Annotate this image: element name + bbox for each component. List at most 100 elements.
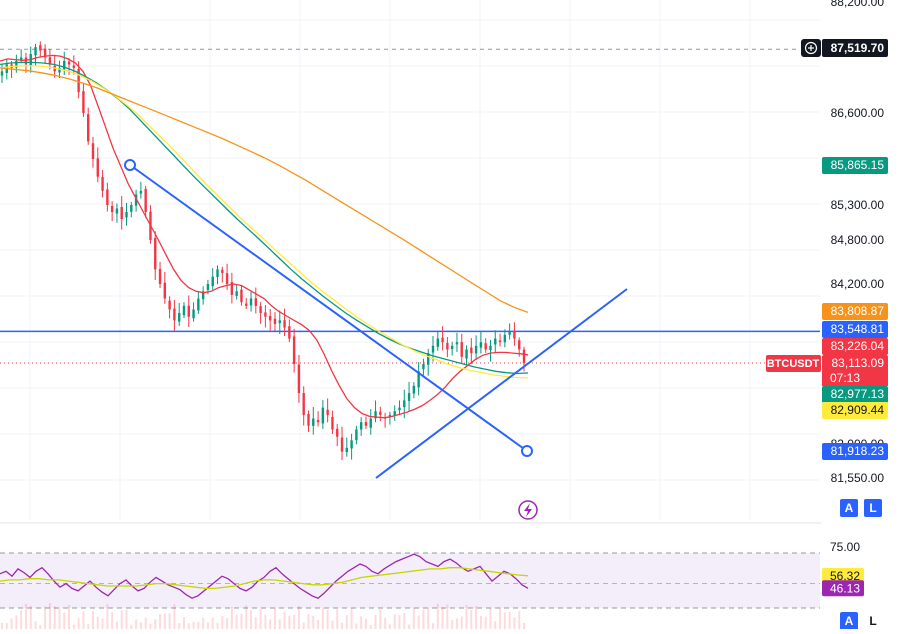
candle xyxy=(115,203,119,223)
moving-average-line-3 xyxy=(0,65,529,379)
auto-scale-button[interactable]: A xyxy=(840,499,858,517)
trendlines-layer xyxy=(124,159,628,520)
candle xyxy=(110,201,114,222)
volume-bar xyxy=(163,613,166,629)
volume-bar xyxy=(479,615,482,629)
candle xyxy=(465,345,468,365)
log-scale-button[interactable]: L xyxy=(864,499,882,517)
candle xyxy=(259,302,262,324)
candle xyxy=(403,389,406,419)
volume-bar xyxy=(465,605,468,629)
volume-bar xyxy=(278,619,281,629)
candle xyxy=(19,49,23,64)
price-tick-label: 86,600.00 xyxy=(831,106,885,120)
ascending-trendline xyxy=(375,288,628,479)
countdown-tag: 07:13 xyxy=(822,371,888,386)
volume-bar xyxy=(408,624,411,629)
candle xyxy=(369,409,372,435)
crosshair-price-label: 87,519.70 xyxy=(831,41,885,55)
volume-bar xyxy=(475,605,478,629)
price-tick-label: 88,200.00 xyxy=(831,0,885,9)
volume-bar xyxy=(72,624,75,629)
volume-bar xyxy=(96,616,99,629)
candle xyxy=(268,309,272,332)
volume-bar xyxy=(441,607,444,629)
volume-bar xyxy=(345,615,348,629)
volume-bar xyxy=(393,614,396,629)
volume-bar xyxy=(489,607,492,629)
candle xyxy=(39,41,42,58)
candle xyxy=(470,338,473,365)
candle xyxy=(446,337,449,358)
volume-bar xyxy=(226,618,229,629)
candle xyxy=(479,331,483,354)
volume-bar xyxy=(432,623,435,629)
candle xyxy=(130,201,133,218)
volume-bar xyxy=(178,623,181,629)
candle xyxy=(455,332,459,352)
rsi-log-scale-button[interactable]: L xyxy=(864,612,882,630)
volume-bar xyxy=(216,622,219,629)
rsi-tick-label: 75.00 xyxy=(830,540,860,554)
rsi-value-label: 46.13 xyxy=(830,581,860,595)
volume-bar xyxy=(388,624,391,629)
descending-trendline xyxy=(129,164,528,452)
price-tag-label: 82,977.13 xyxy=(831,387,885,401)
candle xyxy=(494,330,497,353)
rsi-pane xyxy=(0,552,820,629)
candle xyxy=(82,82,85,117)
candle xyxy=(144,186,147,218)
volume-bar xyxy=(159,614,162,629)
candle xyxy=(106,182,109,212)
lightning-icon[interactable] xyxy=(518,500,538,520)
volume-bar xyxy=(168,613,171,629)
volume-bar xyxy=(221,615,224,629)
volume-bar xyxy=(15,615,18,629)
volume-bar xyxy=(111,611,114,629)
price-tick-label: 84,800.00 xyxy=(831,233,885,247)
add-alert-button[interactable] xyxy=(801,39,821,57)
candle xyxy=(336,423,339,447)
moving-average-line-1 xyxy=(0,54,529,419)
volume-bar xyxy=(503,612,506,629)
volume-bar xyxy=(115,621,118,629)
volume-bar xyxy=(412,607,415,629)
candle xyxy=(63,51,66,76)
grid-layer xyxy=(0,0,898,524)
volume-bar xyxy=(350,608,353,629)
price-tags: 85,865.15 83,808.87 83,548.81 83,226.04 83,1… xyxy=(766,39,888,597)
candle xyxy=(312,406,315,435)
candle xyxy=(168,296,171,319)
volume-bar xyxy=(518,611,521,629)
candle xyxy=(197,291,200,314)
volume-bar xyxy=(20,610,23,629)
volume-bar xyxy=(1,622,3,629)
volume-bar xyxy=(101,618,104,629)
candle xyxy=(230,272,234,304)
candle xyxy=(177,302,181,326)
price-tag-label: 83,113.09 xyxy=(832,356,885,370)
rsi-auto-scale-button[interactable]: A xyxy=(840,612,858,630)
candle xyxy=(431,336,435,362)
price-tag-label: 85,865.15 xyxy=(831,158,885,172)
candle xyxy=(283,308,286,337)
candles-layer xyxy=(0,41,526,461)
volume-bar xyxy=(63,612,66,629)
candle xyxy=(355,425,358,445)
candle xyxy=(201,286,205,305)
chart-controls: A L A L xyxy=(840,499,882,630)
candle xyxy=(359,417,363,436)
candle xyxy=(379,406,382,422)
volume-bar xyxy=(283,611,286,629)
candle xyxy=(91,136,95,168)
candle xyxy=(182,302,186,319)
candle xyxy=(364,416,368,429)
volume-bar xyxy=(192,621,195,629)
candle xyxy=(139,181,143,199)
candle xyxy=(245,297,248,309)
candle xyxy=(484,338,487,353)
volume-bar xyxy=(460,616,463,629)
volume-bar xyxy=(211,617,214,629)
candle xyxy=(273,312,277,332)
